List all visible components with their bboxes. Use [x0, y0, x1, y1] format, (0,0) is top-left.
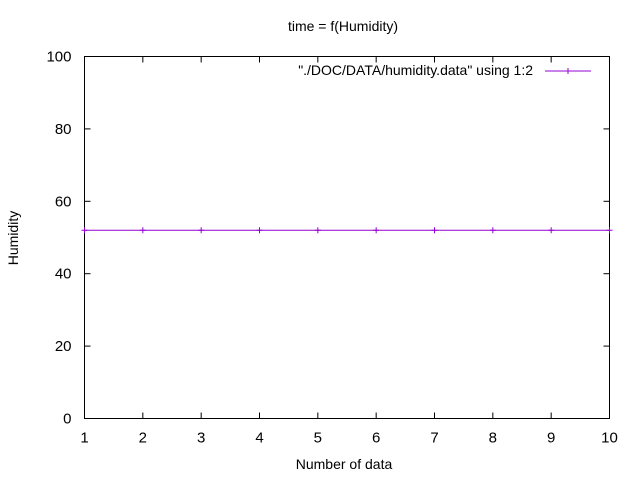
data-point — [431, 227, 438, 234]
x-tick-label: 10 — [601, 430, 618, 447]
y-tick-label: 60 — [55, 193, 72, 210]
data-point — [314, 227, 321, 234]
legend: "./DOC/DATA/humidity.data" using 1:2 — [298, 62, 591, 78]
legend-marker — [565, 68, 571, 74]
x-axis-label: Number of data — [296, 456, 393, 472]
y-axis-label: Humidity — [5, 211, 21, 265]
x-tick-label: 4 — [255, 430, 263, 447]
plot-frame — [84, 56, 610, 419]
x-tick-label: 7 — [430, 430, 438, 447]
x-tick-label: 8 — [489, 430, 497, 447]
y-tick-label: 20 — [55, 338, 72, 355]
x-tick-label: 9 — [547, 430, 555, 447]
data-point — [198, 227, 205, 234]
x-tick-label: 5 — [314, 430, 322, 447]
data-point — [373, 227, 380, 234]
data-point — [81, 227, 88, 234]
x-axis-ticks: 1 2 3 4 5 6 7 8 9 10 — [80, 56, 618, 447]
data-point — [256, 227, 263, 234]
x-tick-label: 3 — [197, 430, 205, 447]
y-axis-ticks: 0 20 40 60 80 100 — [46, 49, 610, 428]
x-tick-label: 1 — [80, 430, 88, 447]
x-tick-label: 2 — [139, 430, 147, 447]
data-point — [139, 227, 146, 234]
legend-plus-marker — [565, 68, 571, 74]
y-tick-label: 100 — [46, 49, 71, 66]
x-tick-label: 6 — [372, 430, 380, 447]
chart-title: time = f(Humidity) — [288, 18, 398, 34]
data-point — [606, 227, 613, 234]
data-point — [489, 227, 496, 234]
series-layer — [81, 227, 613, 234]
y-tick-label: 0 — [63, 411, 71, 428]
y-tick-label: 80 — [55, 121, 72, 138]
y-tick-label: 40 — [55, 266, 72, 283]
data-point — [548, 227, 555, 234]
legend-label: "./DOC/DATA/humidity.data" using 1:2 — [298, 62, 533, 78]
